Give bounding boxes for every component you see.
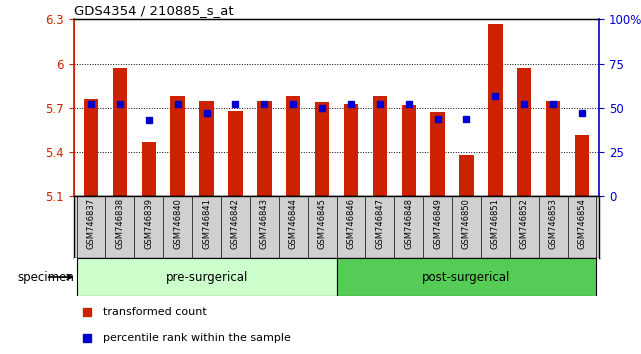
Bar bbox=[337, 258, 596, 296]
Text: post-surgerical: post-surgerical bbox=[422, 270, 511, 284]
Text: GSM746837: GSM746837 bbox=[87, 198, 96, 250]
Bar bbox=[199, 101, 214, 196]
Text: GSM746838: GSM746838 bbox=[115, 198, 124, 250]
Bar bbox=[430, 113, 445, 196]
Bar bbox=[286, 96, 301, 196]
Bar bbox=[113, 68, 127, 196]
Bar bbox=[84, 99, 98, 196]
Bar bbox=[372, 96, 387, 196]
Text: GSM746842: GSM746842 bbox=[231, 198, 240, 249]
Bar bbox=[401, 105, 416, 196]
Text: GSM746851: GSM746851 bbox=[491, 198, 500, 249]
Text: GSM746840: GSM746840 bbox=[173, 198, 182, 249]
Text: percentile rank within the sample: percentile rank within the sample bbox=[103, 333, 290, 343]
Bar bbox=[517, 68, 531, 196]
Bar bbox=[228, 111, 243, 196]
Text: GSM746854: GSM746854 bbox=[578, 198, 587, 249]
Text: GSM746853: GSM746853 bbox=[549, 198, 558, 249]
Text: GSM746850: GSM746850 bbox=[462, 198, 471, 249]
Text: GSM746849: GSM746849 bbox=[433, 198, 442, 249]
Bar bbox=[142, 142, 156, 196]
Bar bbox=[546, 101, 560, 196]
Text: specimen: specimen bbox=[17, 270, 74, 284]
Text: GSM746845: GSM746845 bbox=[317, 198, 326, 249]
Bar bbox=[575, 135, 589, 196]
Text: GSM746852: GSM746852 bbox=[520, 198, 529, 249]
Bar bbox=[77, 258, 337, 296]
Text: pre-surgerical: pre-surgerical bbox=[165, 270, 248, 284]
Bar bbox=[171, 96, 185, 196]
Text: GSM746841: GSM746841 bbox=[202, 198, 211, 249]
Text: transformed count: transformed count bbox=[103, 307, 206, 317]
Text: GSM746839: GSM746839 bbox=[144, 198, 153, 249]
Text: GSM746843: GSM746843 bbox=[260, 198, 269, 249]
Text: GSM746844: GSM746844 bbox=[288, 198, 297, 249]
Bar bbox=[257, 101, 272, 196]
Text: GSM746846: GSM746846 bbox=[347, 198, 356, 249]
Text: GDS4354 / 210885_s_at: GDS4354 / 210885_s_at bbox=[74, 4, 233, 17]
Bar bbox=[344, 103, 358, 196]
Bar bbox=[488, 24, 503, 196]
Bar bbox=[315, 102, 329, 196]
Text: GSM746847: GSM746847 bbox=[376, 198, 385, 249]
Bar bbox=[459, 155, 474, 196]
Text: GSM746848: GSM746848 bbox=[404, 198, 413, 249]
